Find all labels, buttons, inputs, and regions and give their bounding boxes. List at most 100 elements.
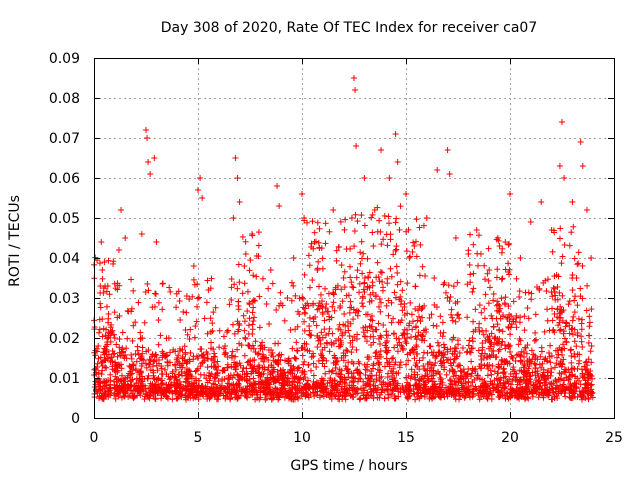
data-point [285,355,292,362]
data-point [566,330,573,337]
data-point [477,353,484,360]
data-point [405,357,412,364]
data-point [439,333,446,340]
data-point [204,395,211,402]
data-point [509,316,516,323]
data-point [102,379,109,386]
data-point [571,353,578,360]
data-point [584,362,591,369]
data-point [347,339,354,346]
data-point [391,331,398,338]
data-point [113,385,120,392]
data-point [524,357,531,364]
data-point [97,289,104,296]
data-point [235,298,242,305]
data-point [280,377,287,384]
data-point [279,380,286,387]
y-tick-label: 0.04 [49,251,80,267]
data-point [96,383,103,390]
data-point [554,283,561,290]
data-point [358,238,365,245]
data-point [337,218,344,225]
data-point [524,305,531,312]
data-point [118,378,125,385]
data-point [586,313,593,320]
data-point [360,250,367,257]
data-point [398,317,405,324]
data-point [195,187,201,193]
data-point [395,369,402,376]
data-point [251,314,258,321]
data-point [198,360,205,367]
data-point [422,381,429,388]
data-point [376,359,383,366]
data-point [413,336,420,343]
data-point [322,285,329,292]
data-point [251,363,258,370]
data-points [91,75,596,403]
data-point [367,333,374,340]
data-point [317,340,324,347]
data-point [342,216,349,223]
data-point [426,314,433,321]
data-point [407,350,414,357]
data-point [486,385,493,392]
data-point [585,356,592,363]
data-point [180,308,187,315]
data-point [152,396,159,403]
data-point [416,384,423,391]
data-point [345,323,352,330]
data-point [278,370,285,377]
data-point [538,344,545,351]
data-point [405,372,412,379]
data-point [510,387,517,394]
data-point [495,376,502,383]
data-point [255,372,262,379]
data-point [569,331,576,338]
data-point [415,307,422,314]
data-point [128,305,135,312]
data-point [321,326,328,333]
x-axis-label: GPS time / hours [290,458,407,474]
data-point [508,313,515,320]
data-point [143,348,150,355]
data-point [528,290,535,297]
data-point [476,328,483,335]
data-point [145,361,152,368]
data-point [479,327,486,334]
data-point [557,382,564,389]
data-point [193,318,200,325]
data-point [403,228,410,235]
data-point [569,372,576,379]
data-point [260,358,267,365]
data-point [157,332,164,339]
data-point [376,303,383,310]
data-point [444,147,451,153]
data-point [94,360,101,367]
data-point [559,119,565,125]
data-point [131,383,138,390]
data-point [141,396,148,403]
data-point [290,378,297,385]
data-point [401,335,408,342]
data-point [347,304,354,311]
y-tick-label: 0.05 [49,211,80,227]
data-point [276,203,283,209]
data-point [274,389,281,396]
data-point [475,392,482,399]
data-point [490,297,497,304]
data-point [104,355,111,362]
data-point [277,300,284,307]
data-point [325,389,332,396]
data-point [380,322,387,329]
data-point [310,372,317,379]
data-point [584,282,591,289]
data-point [441,366,448,373]
data-point [215,363,222,370]
data-point [246,383,253,390]
data-point [401,312,408,319]
data-point [396,296,403,303]
data-point [383,231,390,238]
data-point [513,312,520,319]
data-point [348,349,355,356]
